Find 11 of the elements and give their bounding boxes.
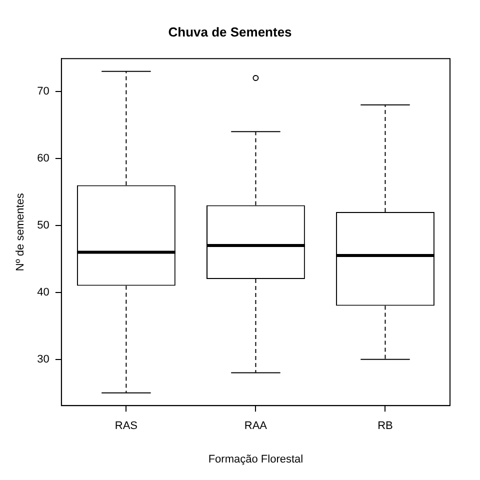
- x-tick-label: RAS: [114, 420, 138, 432]
- y-tick-label: 70: [37, 85, 50, 98]
- y-axis-title: Nº de sementes: [14, 192, 27, 272]
- chart-title: Chuva de Sementes: [168, 24, 292, 40]
- y-tick-label: 50: [37, 219, 50, 232]
- y-tick-label: 60: [37, 152, 50, 164]
- x-axis-title: Formação Florestal: [208, 453, 304, 466]
- x-tick-label: RAA: [244, 420, 268, 432]
- y-tick-label: 40: [37, 286, 50, 298]
- y-tick-label: 30: [37, 353, 50, 366]
- x-tick-label: RB: [378, 420, 393, 432]
